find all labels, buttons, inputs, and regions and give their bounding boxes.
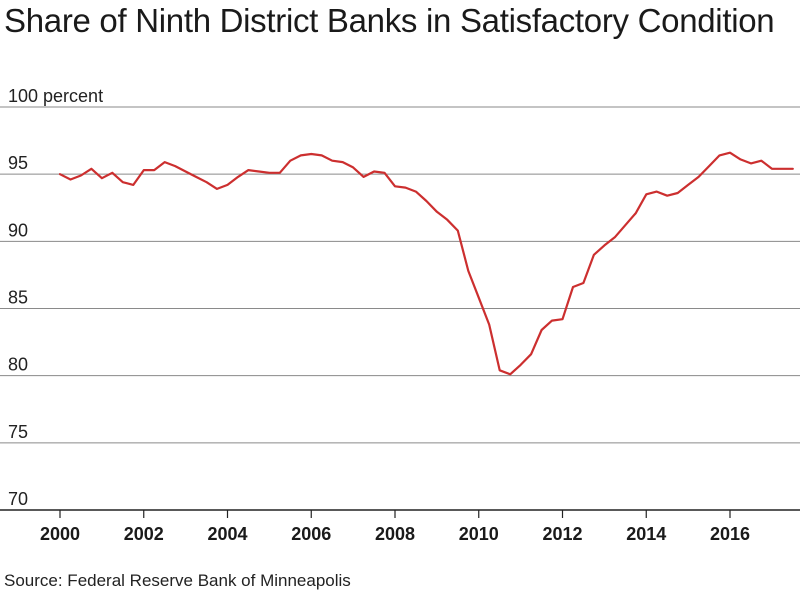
gridlines xyxy=(0,106,800,511)
source-note: Source: Federal Reserve Bank of Minneapo… xyxy=(4,571,351,590)
x-tick-label: 2016 xyxy=(710,524,750,544)
x-tick-label: 2004 xyxy=(207,524,247,544)
y-tick-label: 75 xyxy=(8,422,28,442)
x-tick-label: 2000 xyxy=(40,524,80,544)
x-tick-label: 2010 xyxy=(459,524,499,544)
x-axis: 2000 2002 2004 2006 2008 2010 2012 2014 2016 xyxy=(40,510,750,544)
y-tick-label: 85 xyxy=(8,288,28,308)
y-tick-label: 100 percent xyxy=(8,86,103,106)
data-series xyxy=(58,151,794,376)
x-tick-label: 2008 xyxy=(375,524,415,544)
x-tick-label: 2006 xyxy=(291,524,331,544)
y-axis-labels: 70 75 80 85 90 95 100 percent xyxy=(8,86,103,509)
y-tick-label: 95 xyxy=(8,153,28,173)
y-tick-label: 90 xyxy=(8,220,28,240)
y-tick-label: 80 xyxy=(8,355,28,375)
x-tick-label: 2014 xyxy=(626,524,666,544)
series-line xyxy=(58,151,794,376)
x-tick-label: 2002 xyxy=(124,524,164,544)
chart-title: Share of Ninth District Banks in Satisfa… xyxy=(4,2,775,39)
x-tick-label: 2012 xyxy=(542,524,582,544)
y-tick-label: 70 xyxy=(8,489,28,509)
